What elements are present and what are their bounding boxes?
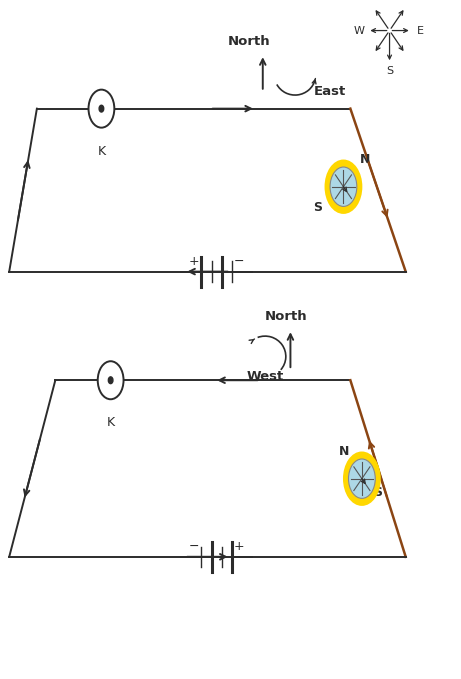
Circle shape (330, 167, 357, 206)
Text: S: S (373, 485, 383, 499)
Text: +: + (234, 540, 244, 553)
Circle shape (349, 459, 375, 498)
Text: N: N (360, 153, 370, 166)
Circle shape (344, 453, 379, 504)
Text: K: K (97, 145, 106, 158)
Circle shape (99, 105, 104, 112)
Circle shape (326, 161, 361, 213)
Text: −: − (189, 540, 200, 553)
Circle shape (108, 377, 113, 384)
Text: East: East (313, 85, 346, 98)
Text: +: + (189, 255, 200, 268)
Text: S: S (313, 200, 323, 214)
Text: −: − (234, 255, 244, 268)
Text: North: North (265, 310, 307, 323)
Text: N: N (339, 445, 349, 458)
Text: W: W (354, 26, 365, 35)
Text: S: S (386, 67, 393, 76)
Text: E: E (416, 26, 424, 35)
Text: West: West (247, 370, 284, 383)
Text: K: K (106, 416, 115, 429)
Text: North: North (228, 35, 270, 48)
